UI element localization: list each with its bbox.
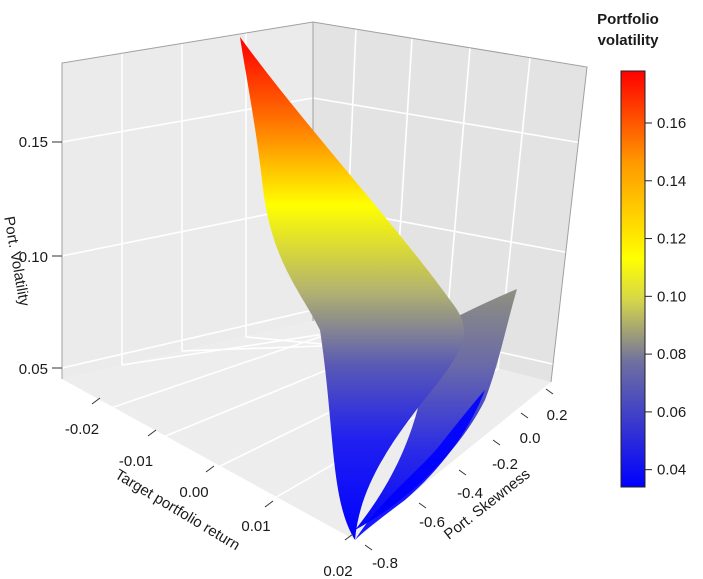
y-tick-label: -0.4 [457, 485, 483, 502]
x-tick-label: -0.02 [65, 421, 99, 438]
colorbar-tick-label: 0.04 [657, 462, 686, 479]
colorbar-title-line1: Portfolio [597, 11, 659, 28]
y-tick-label: 0.2 [547, 407, 568, 424]
x-tick-label: -0.01 [119, 453, 153, 470]
z-tick-label: 0.15 [19, 134, 48, 151]
colorbar-tick-label: 0.06 [657, 404, 686, 421]
surface-back-fold [355, 289, 517, 530]
y-tick-label: -0.2 [492, 456, 518, 473]
colorbar-tick-label: 0.08 [657, 346, 686, 363]
y-tick-label: -0.8 [372, 555, 398, 572]
x-axis-title: Target portfolio return [112, 466, 243, 554]
back-left-panel [62, 22, 313, 379]
colorbar-tick-label: 0.14 [657, 173, 686, 190]
z-axis: 0.15 0.10 0.05 Port. Volatility [0, 134, 62, 378]
colorbar-tick-label: 0.10 [657, 288, 686, 305]
y-tick-label: -0.6 [419, 514, 445, 531]
colorbar: Portfolio volatility 0.04 0.06 0.08 0.10 0.1… [597, 11, 686, 488]
z-tick-label: 0.05 [19, 361, 48, 378]
x-tick-label: 0.02 [323, 563, 352, 579]
surface-lower-lobe [355, 390, 485, 540]
colorbar-title-line2: volatility [598, 32, 660, 49]
x-tick-label: 0.01 [241, 518, 270, 535]
colorbar-tick-label: 0.16 [657, 115, 686, 132]
colorbar-gradient [620, 70, 646, 488]
z-tick-label: 0.10 [19, 249, 48, 266]
x-tick-label: 0.00 [179, 484, 208, 501]
y-axis-title: Port. Skewness [441, 466, 534, 544]
colorbar-tick-label: 0.12 [657, 231, 686, 248]
colorbar-ticks: 0.04 0.06 0.08 0.10 0.12 0.14 0.16 [645, 115, 686, 479]
y-tick-label: 0.0 [520, 430, 541, 447]
surface-main-sheet [240, 37, 464, 540]
